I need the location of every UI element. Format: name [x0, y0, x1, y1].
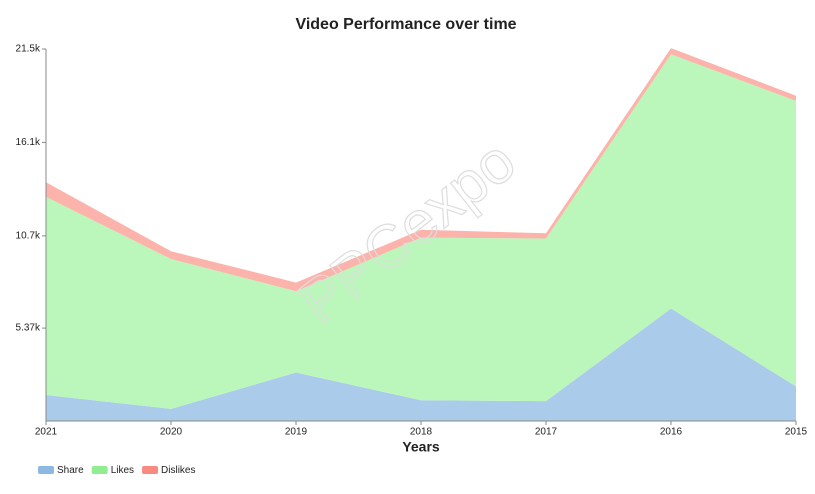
- y-tick-label: 16.1k: [16, 137, 41, 148]
- area: [46, 54, 796, 409]
- legend-label: Likes: [111, 465, 134, 476]
- legend-label: Dislikes: [161, 465, 195, 476]
- x-tick-label: 2017: [535, 427, 558, 438]
- area: [46, 48, 796, 292]
- y-tick-label: 10.7k: [16, 231, 41, 242]
- legend-swatch: [142, 466, 159, 474]
- x-tick-label: 2016: [660, 427, 683, 438]
- y-tick-label: 21.5k: [16, 44, 41, 55]
- legend-swatch: [38, 466, 54, 474]
- y-tick-label: 5.37k: [16, 323, 41, 334]
- x-tick-label: 2015: [785, 427, 808, 438]
- chart-title: Video Performance over time: [295, 16, 516, 33]
- x-tick-label: 2019: [285, 427, 308, 438]
- x-axis-title: Years: [402, 439, 440, 455]
- x-tick-label: 2020: [160, 427, 183, 438]
- x-tick-label: 2021: [35, 427, 58, 438]
- legend-swatch: [91, 466, 108, 474]
- legend-label: Share: [57, 465, 84, 476]
- area: [46, 308, 796, 421]
- x-tick-label: 2018: [410, 427, 433, 438]
